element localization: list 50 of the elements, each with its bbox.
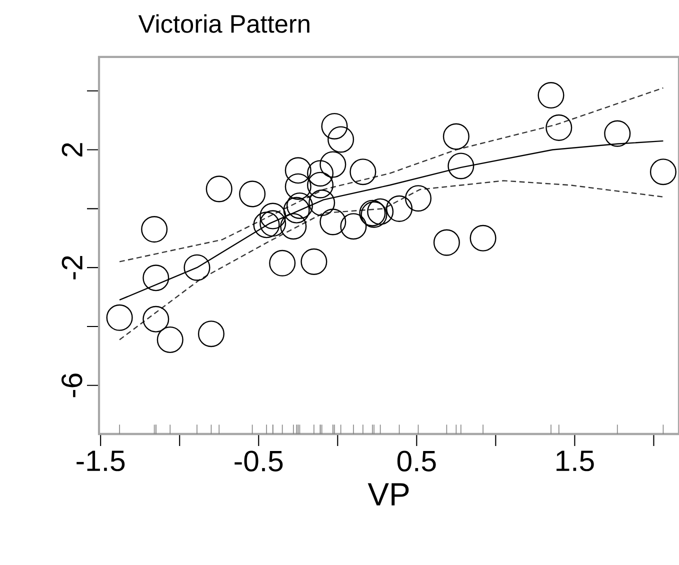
line-series [118, 87, 664, 262]
point [433, 229, 460, 256]
point [269, 250, 296, 276]
point [260, 210, 286, 237]
point [142, 306, 170, 332]
point [308, 190, 336, 216]
point [386, 195, 413, 222]
point [546, 114, 572, 141]
point [650, 158, 676, 186]
y-tick-label: -2 [62, 256, 82, 280]
point [321, 112, 348, 140]
point [328, 126, 354, 153]
point [367, 198, 394, 225]
line-series [118, 180, 664, 340]
point [206, 176, 232, 202]
point [286, 192, 313, 219]
point [320, 208, 346, 236]
point [284, 157, 312, 184]
point [442, 123, 470, 150]
point [198, 320, 224, 348]
x-tick-label: -0.5 [234, 450, 283, 472]
point [604, 120, 631, 147]
point [239, 180, 266, 208]
chart-title: Victoria Pattern [138, 14, 310, 33]
y-tick-label: 2 [62, 143, 82, 156]
point [280, 213, 307, 240]
point [260, 202, 286, 230]
point [184, 254, 210, 281]
point [253, 212, 280, 238]
x-tick-label: 0.5 [397, 450, 436, 472]
point [141, 216, 168, 243]
x-axis-title: VP [368, 483, 409, 506]
point [448, 152, 474, 180]
point [538, 82, 564, 109]
point [300, 248, 328, 275]
point [404, 185, 432, 212]
x-tick-label: 1.5 [556, 450, 594, 472]
point [156, 326, 184, 354]
point [306, 160, 334, 187]
point [470, 224, 496, 252]
x-tick-label: -1.5 [76, 450, 125, 472]
point [350, 158, 376, 186]
point [320, 151, 346, 178]
y-tick-label: -6 [62, 374, 82, 398]
point [283, 196, 310, 224]
point [306, 172, 334, 198]
point [284, 173, 312, 200]
point [142, 264, 170, 292]
point [106, 304, 133, 331]
point [340, 213, 367, 240]
